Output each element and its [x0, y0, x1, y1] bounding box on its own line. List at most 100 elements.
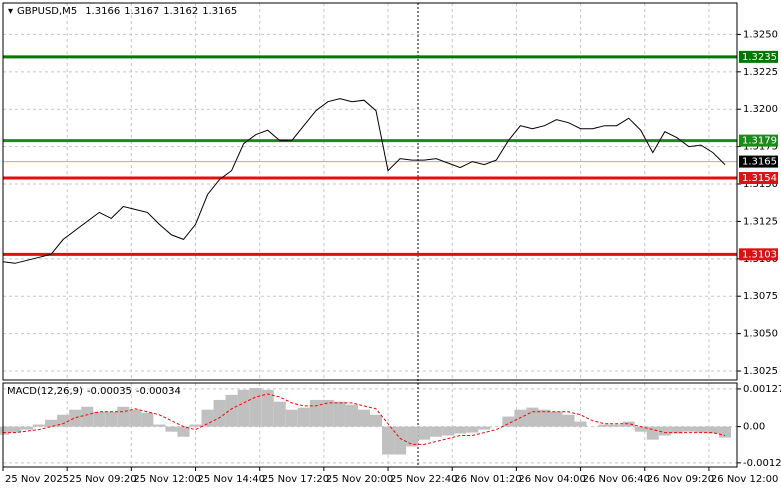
macd-bar	[598, 424, 611, 427]
y-tick-label: 1.3025	[743, 366, 778, 377]
x-tick-label: 26 Nov 09:20	[647, 474, 714, 485]
macd-bar	[658, 426, 671, 436]
y-tick-label: 0.00	[743, 422, 765, 433]
x-tick-label: 25 Nov 09:20	[69, 474, 136, 485]
macd-bar	[213, 399, 226, 427]
macd-bar	[454, 426, 467, 434]
ohlc-value: 1.3166	[85, 6, 120, 17]
level-label-box	[739, 248, 778, 261]
x-tick-label: 26 Nov 06:40	[583, 474, 650, 485]
last-price-box	[739, 155, 778, 168]
macd-bar	[430, 426, 443, 437]
macd-bar	[418, 426, 431, 440]
macd-bar	[21, 426, 34, 430]
macd-bar	[562, 414, 575, 427]
ohlc-value: 1.3167	[124, 6, 159, 17]
macd-bar	[694, 426, 707, 433]
y-tick-label: 1.3250	[743, 29, 778, 40]
marks	[0, 55, 737, 455]
macd-bar	[478, 426, 491, 430]
macd-bar	[333, 401, 346, 427]
labels: ▾ GBPUSD,M5 MACD(12,26,9) 1.3166 1.3167 1.…	[2, 6, 781, 485]
price-line	[2, 98, 726, 264]
macd-bar	[502, 416, 515, 427]
macd-readout: -0.00035	[87, 386, 132, 397]
macd-bar	[249, 388, 262, 427]
macd-bar	[177, 426, 190, 437]
last-price-label: 1.3165	[742, 157, 777, 168]
macd-bar	[321, 399, 334, 427]
macd-bar	[33, 424, 46, 427]
macd-bar	[406, 426, 419, 447]
level-label: 1.3154	[742, 173, 777, 184]
macd-bar	[526, 407, 539, 427]
macd-bar	[610, 424, 623, 427]
y-tick-label: 1.3200	[743, 104, 778, 115]
macd-bar	[574, 421, 587, 427]
level-label: 1.3235	[742, 52, 777, 63]
macd-bar	[45, 419, 58, 427]
macd-bar	[0, 426, 10, 435]
macd-bar	[225, 394, 238, 427]
x-tick-label: 26 Nov 01:20	[454, 474, 521, 485]
y-tick-label: 1.3225	[743, 67, 778, 78]
macd-bar	[105, 411, 118, 427]
symbol: GBPUSD,M5	[17, 6, 77, 17]
y-tick-label: 0.00127	[743, 384, 781, 395]
macd-bar	[9, 426, 22, 433]
x-tick-label: 25 Nov 22:40	[390, 474, 457, 485]
macd-bar	[682, 426, 695, 432]
macd-bar	[141, 412, 154, 427]
macd-bar	[69, 409, 82, 427]
x-tick-label: 25 Nov 17:20	[262, 474, 329, 485]
macd-panel	[2, 382, 738, 468]
macd-bar	[309, 399, 322, 427]
y-tick-label: 1.3075	[743, 291, 778, 302]
macd-bar	[273, 401, 286, 427]
macd-bar	[394, 426, 407, 455]
y-tick-label: 1.3125	[743, 216, 778, 227]
macd-bar	[357, 409, 370, 427]
macd-bar	[57, 414, 70, 427]
ohlc-value: 1.3165	[202, 6, 237, 17]
level-label: 1.3179	[742, 136, 777, 147]
macd-bar	[345, 404, 358, 427]
macd-bar	[382, 426, 395, 455]
level-label: 1.3103	[742, 249, 777, 260]
level-label-box	[739, 134, 778, 147]
title-arrow: ▾	[8, 6, 13, 17]
macd-bar	[93, 411, 106, 427]
macd-title: MACD(12,26,9)	[7, 386, 83, 397]
x-tick-label: 26 Nov 04:00	[518, 474, 585, 485]
y-tick-label: -0.00122	[743, 458, 781, 469]
macd-bar	[538, 409, 551, 427]
x-tick-label: 25 Nov 12:00	[133, 474, 200, 485]
macd-bar	[297, 407, 310, 427]
macd-bar	[646, 426, 659, 440]
macd-bar	[670, 426, 683, 434]
macd-bar	[718, 426, 731, 438]
macd-bar	[189, 424, 202, 427]
macd-bar	[237, 389, 250, 427]
macd-bar	[261, 389, 274, 427]
price-panel	[2, 2, 738, 381]
macd-bar	[370, 414, 383, 427]
macd-bar	[466, 426, 479, 433]
y-tick-label: 1.3050	[743, 329, 778, 340]
macd-bar	[117, 406, 130, 427]
x-tick-label: 25 Nov 2025	[5, 474, 69, 485]
macd-bar	[81, 406, 94, 427]
macd-bar	[285, 409, 298, 427]
ohlc-value: 1.3162	[163, 6, 198, 17]
y-tick-label: 1.3175	[743, 142, 778, 153]
macd-bar	[634, 426, 647, 432]
macd-bar	[129, 409, 142, 427]
macd-bar	[442, 426, 455, 436]
macd-bar	[706, 426, 719, 434]
level-label-box	[739, 172, 778, 185]
macd-bar	[165, 426, 178, 432]
level-label-box	[739, 50, 778, 63]
macd-bar	[153, 424, 166, 427]
